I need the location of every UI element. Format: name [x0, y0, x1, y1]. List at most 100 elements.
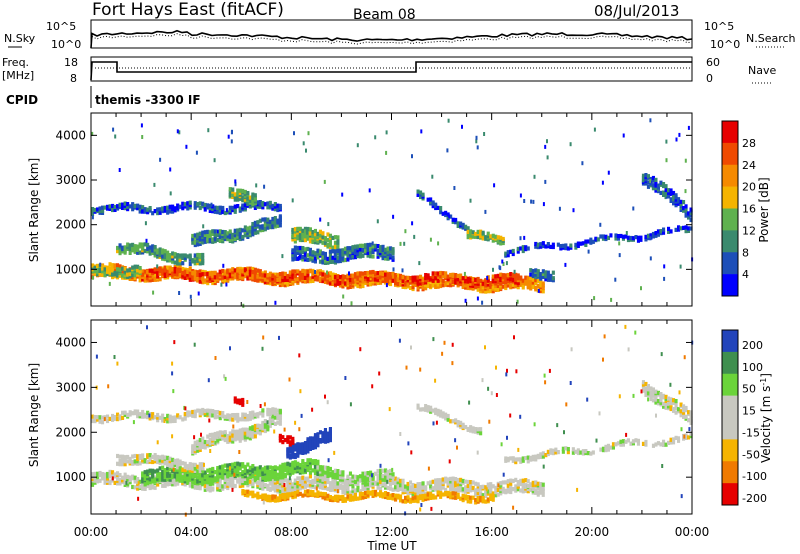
data-cell: [514, 280, 518, 285]
data-cell: [384, 278, 388, 283]
data-cell: [116, 417, 120, 422]
data-cell: [614, 277, 617, 282]
data-cell: [176, 413, 180, 418]
data-cell: [384, 272, 388, 277]
data-cell: [611, 442, 615, 447]
data-cell: [529, 272, 533, 277]
data-cell: [662, 439, 666, 444]
data-cell: [278, 497, 282, 502]
data-cell: [301, 255, 305, 260]
data-cell: [158, 466, 162, 471]
data-cell: [248, 198, 252, 203]
data-cell: [341, 475, 345, 480]
data-cell: [153, 469, 157, 474]
data-cell: [461, 222, 465, 227]
data-cell: [326, 435, 330, 440]
data-cell: [514, 460, 518, 465]
data-cell: [569, 245, 573, 250]
data-cell: [539, 244, 543, 249]
data-cell: [511, 487, 515, 492]
data-cell: [366, 277, 370, 282]
data-cell: [331, 472, 335, 477]
data-cell: [171, 209, 175, 214]
data-cell: [263, 475, 267, 480]
data-cell: [629, 441, 633, 446]
data-cell: [218, 465, 222, 470]
data-cell: [131, 273, 135, 278]
data-cell: [386, 279, 390, 284]
data-cell: [301, 268, 305, 273]
data-cell: [258, 272, 262, 277]
data-cell: [101, 420, 105, 425]
data-cell: [166, 460, 170, 465]
data-cell: [664, 184, 668, 189]
data-cell: [306, 458, 310, 463]
data-cell: [168, 473, 172, 478]
data-cell: [198, 442, 202, 447]
data-cell: [206, 439, 210, 445]
data-cell: [364, 485, 368, 491]
data-cell: [193, 261, 197, 266]
data-cell: [449, 278, 453, 284]
data-cell: [293, 453, 297, 458]
data-cell: [173, 260, 177, 265]
data-cell: [198, 411, 202, 416]
data-cell: [684, 225, 688, 230]
data-cell: [171, 473, 175, 478]
data-cell: [223, 430, 227, 435]
data-cell: [539, 276, 543, 281]
data-cell: [246, 483, 250, 488]
data-cell: [146, 242, 150, 247]
data-cell: [521, 245, 525, 250]
data-cell: [243, 231, 247, 236]
data-cell: [228, 463, 232, 468]
data-cell: [313, 439, 317, 444]
data-cell: [301, 493, 305, 498]
data-cell: [521, 278, 525, 283]
data-cell: [281, 489, 285, 494]
data-cell: [348, 273, 352, 278]
data-cell: [278, 272, 282, 277]
data-cell: [318, 232, 322, 237]
data-cell: [121, 454, 125, 459]
data-cell: [118, 267, 122, 272]
data-cell: [261, 486, 265, 491]
data-cell: [406, 488, 410, 494]
data-cell: [414, 483, 418, 488]
data-cell: [191, 444, 195, 449]
data-cell: [379, 251, 383, 256]
data-cell: [196, 258, 200, 263]
data-cell: [401, 488, 405, 493]
data-cell: [183, 461, 187, 466]
data-cell: [258, 423, 262, 429]
data-cell: [318, 430, 322, 435]
data-cell: [439, 210, 443, 215]
data-cell: [381, 271, 385, 276]
data-cell: [171, 482, 175, 487]
data-cell: [514, 484, 518, 489]
data-cell: [489, 284, 493, 289]
data-cell: [103, 480, 107, 485]
data-cell: [376, 492, 380, 497]
data-cell: [536, 490, 540, 495]
data-cell: [391, 487, 395, 492]
data-cell: [419, 194, 423, 200]
data-cell: [341, 192, 344, 197]
data-cell: [223, 463, 227, 468]
data-cell: [241, 436, 245, 441]
data-cell: [323, 484, 327, 489]
data-cell: [519, 459, 523, 464]
data-cell: [261, 408, 265, 413]
data-cell: [131, 269, 135, 274]
data-cell: [679, 199, 683, 204]
data-cell: [156, 264, 159, 269]
data-cell: [434, 409, 438, 415]
data-cell: [381, 256, 385, 261]
data-cell: [133, 276, 137, 281]
nave-label: Nave: [748, 64, 776, 77]
data-cell: [336, 255, 340, 260]
data-cell: [241, 228, 245, 233]
data-cell: [191, 258, 195, 263]
data-cell: [211, 229, 215, 234]
data-cell: [389, 278, 393, 283]
